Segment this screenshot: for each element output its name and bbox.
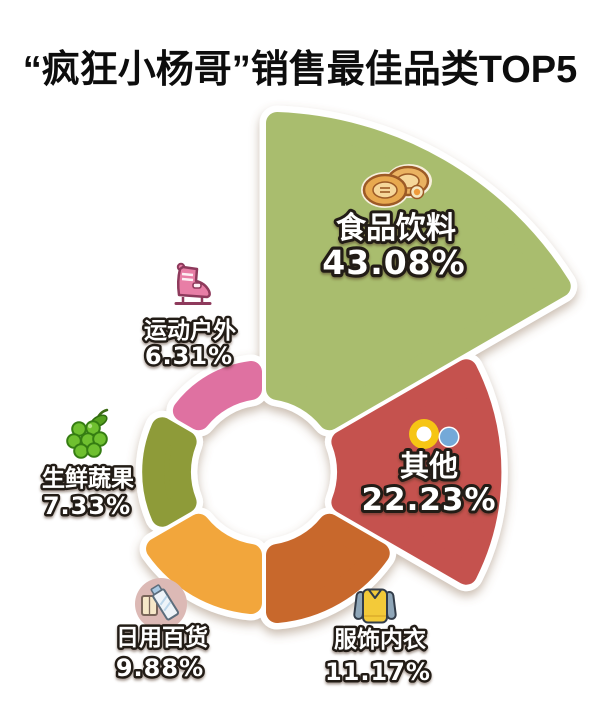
sweater-icon <box>353 588 397 624</box>
segment-other-value: 22.23% <box>361 482 496 518</box>
segment-daily-goods <box>146 513 262 614</box>
segment-food-beverage <box>266 112 571 431</box>
segment-food-beverage-label: 食品饮料 <box>336 211 456 246</box>
grapes-icon <box>66 408 109 459</box>
segment-icons <box>66 164 460 630</box>
segment-fresh-produce-label: 生鲜蔬果 <box>42 466 134 492</box>
segment-food-beverage-value: 43.08% <box>322 243 465 282</box>
page-title: “疯狂小杨哥”销售最佳品类TOP5 <box>22 49 578 92</box>
segment-fresh-produce <box>142 417 197 527</box>
toiletries-icon <box>135 578 187 630</box>
rings-icon <box>409 419 460 449</box>
segment-fresh-produce-value: 7.33% <box>43 492 131 520</box>
segment-daily-goods-label: 日用百货 <box>116 624 208 651</box>
mooncake-icon <box>361 164 432 208</box>
segment-sports-outdoor-label: 运动户外 <box>144 317 236 344</box>
segment-other-label: 其他 <box>400 449 458 483</box>
ice-skate-icon <box>174 262 212 305</box>
segment-other <box>331 359 502 585</box>
segment-sports-outdoor-value: 6.31% <box>145 342 233 370</box>
segment-apparel-underwear-value: 11.17% <box>325 658 431 686</box>
segment-apparel-underwear <box>266 513 390 623</box>
segments <box>142 112 571 623</box>
segment-daily-goods-value: 9.88% <box>116 654 204 682</box>
segment-sports-outdoor <box>172 361 262 431</box>
segment-apparel-underwear-label: 服饰内衣 <box>334 626 426 653</box>
